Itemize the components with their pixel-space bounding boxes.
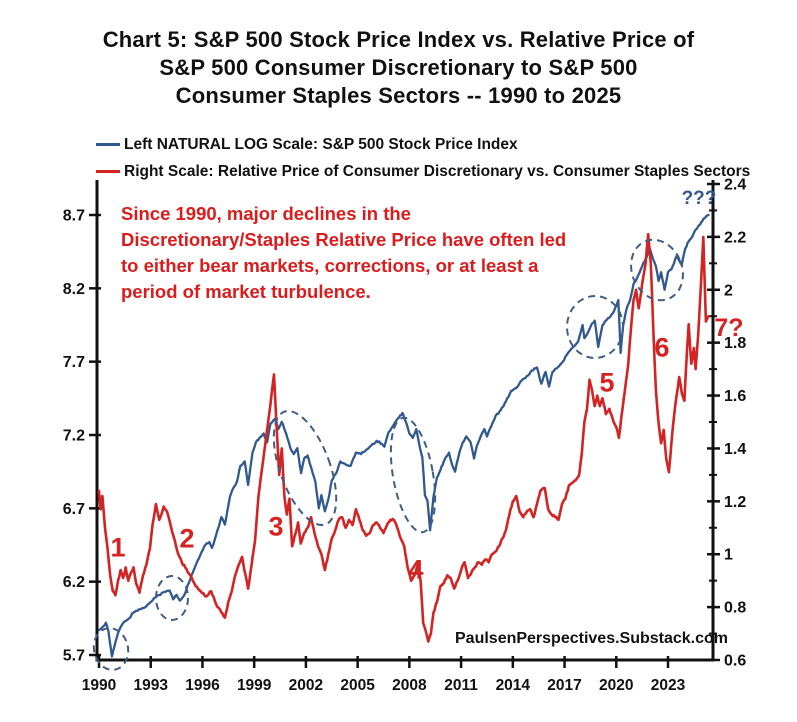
x-axis-tick-label: 1993 — [133, 677, 168, 694]
left-axis-tick-label: 8.7 — [63, 208, 85, 225]
x-axis-tick-label: 2002 — [289, 677, 323, 694]
left-axis-tick-label: 5.7 — [63, 648, 85, 665]
x-axis-tick-label: 1999 — [237, 677, 272, 694]
sp500-line-swatch — [96, 143, 120, 146]
right-axis-tick-label: 2.2 — [724, 229, 746, 246]
relative-price-line — [97, 232, 710, 643]
event-number-label: 7? — [714, 314, 743, 342]
legend-item-relative-price: Right Scale: Relative Price of Consumer … — [96, 158, 750, 185]
chart-title: Chart 5: S&P 500 Stock Price Index vs. R… — [0, 26, 797, 110]
decline-episode-ellipse — [389, 416, 437, 534]
event-number-label: 3 — [268, 512, 283, 542]
event-number-label: 1 — [110, 533, 125, 563]
event-number-label: ??? — [682, 188, 717, 209]
commentary-line1: Since 1990, major declines in the — [121, 203, 411, 224]
x-axis-tick-label: 2023 — [651, 677, 686, 694]
right-axis-tick-label: 1.2 — [724, 494, 746, 511]
x-axis-tick-label: 2008 — [392, 677, 427, 694]
commentary-callout: Since 1990, major declines in the Discre… — [121, 201, 566, 305]
chart-title-line1: Chart 5: S&P 500 Stock Price Index vs. R… — [102, 27, 695, 52]
decline-episode-ellipse — [566, 295, 624, 359]
event-number-label: 6 — [654, 333, 669, 363]
commentary-line2: Discretionary/Staples Relative Price hav… — [121, 229, 567, 250]
right-axis-tick-label: 0.6 — [724, 653, 746, 670]
x-axis-tick-label: 1996 — [185, 677, 220, 694]
right-axis-tick-label: 0.8 — [724, 600, 746, 617]
x-axis-tick-label: 2014 — [496, 677, 531, 694]
x-axis-tick-label: 2017 — [547, 677, 581, 694]
event-number-label: 4 — [408, 555, 423, 585]
commentary-line4: period of market turbulence. — [121, 281, 371, 302]
left-axis-tick-label: 6.7 — [63, 501, 85, 518]
chart-title-line2: S&P 500 Consumer Discretionary to S&P 50… — [159, 55, 638, 80]
right-axis-tick-label: 1 — [724, 547, 733, 564]
left-axis-tick-label: 8.2 — [63, 281, 85, 298]
chart-title-line3: Consumer Staples Sectors -- 1990 to 2025 — [175, 83, 622, 108]
x-axis-tick-label: 1990 — [82, 677, 116, 694]
legend-item-sp500: Left NATURAL LOG Scale: S&P 500 Stock Pr… — [96, 131, 750, 158]
decline-episode-ellipse — [155, 575, 189, 621]
relative-price-legend-label: Right Scale: Relative Price of Consumer … — [124, 162, 751, 180]
x-axis-tick-label: 2020 — [599, 677, 633, 694]
right-axis-tick-label: 1.4 — [724, 441, 746, 458]
decline-episode-ellipse — [630, 238, 684, 302]
decline-episode-ellipse — [272, 409, 338, 527]
right-axis-tick-label: 1.8 — [724, 335, 746, 352]
commentary-line3: to either bear markets, corrections, or … — [121, 255, 539, 276]
left-axis-tick-label: 7.7 — [63, 354, 85, 371]
x-axis-tick-label: 2005 — [340, 677, 375, 694]
chart-legend: Left NATURAL LOG Scale: S&P 500 Stock Pr… — [96, 131, 750, 185]
event-number-label: 2 — [179, 524, 194, 554]
relative-price-line-swatch — [96, 170, 120, 173]
left-axis-tick-label: 7.2 — [63, 428, 85, 445]
watermark: PaulsenPerspectives.Substack.com — [455, 630, 729, 647]
sp500-legend-label: Left NATURAL LOG Scale: S&P 500 Stock Pr… — [124, 135, 518, 153]
event-number-label: 5 — [599, 368, 614, 398]
left-axis-tick-label: 6.2 — [63, 574, 85, 591]
right-axis-tick-label: 2 — [724, 282, 733, 299]
x-axis-tick-label: 2011 — [444, 677, 478, 694]
decline-episode-ellipse — [92, 627, 130, 671]
right-axis-tick-label: 2.4 — [724, 177, 746, 194]
sp500-line — [97, 213, 710, 658]
right-axis-tick-label: 1.6 — [724, 388, 746, 405]
